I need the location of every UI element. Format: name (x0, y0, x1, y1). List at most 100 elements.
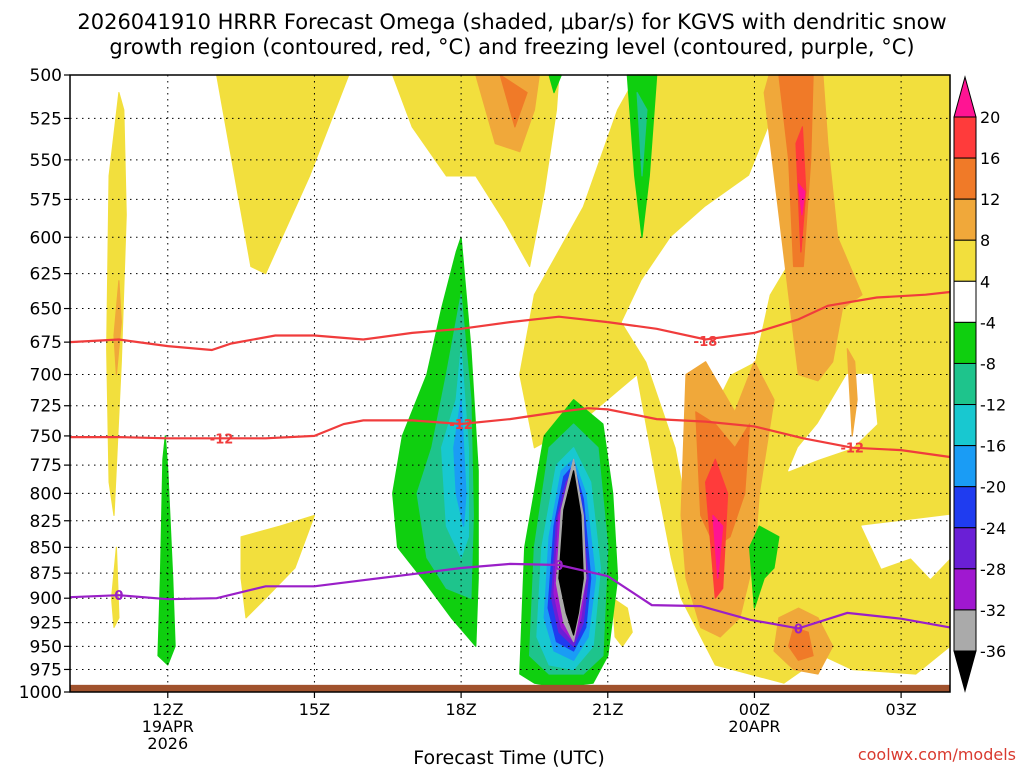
freezing-level-label: 0 (554, 559, 563, 574)
pressure-tick-label: 900 (30, 589, 62, 609)
chart-title-line-1: 2026041910 HRRR Forecast Omega (shaded, … (77, 10, 946, 34)
freezing-level-label: 0 (114, 589, 123, 604)
colorbar-segment (953, 404, 977, 447)
dgz-label-text: -18 (694, 335, 718, 350)
pressure-tick-label: 500 (30, 66, 62, 86)
chart-title-line-2: growth region (contoured, red, °C) and f… (109, 35, 914, 59)
omega-region-green-left-bar (157, 435, 176, 666)
pressure-axis: 500 525 550 575 600 625 650 675 700 725 750 775 800 8… (19, 66, 70, 703)
colorbar-label: 8 (980, 231, 990, 250)
credit-text: coolwx.com/models (858, 745, 1016, 764)
freezing-level-contour: 0 0 0 (69, 559, 951, 637)
time-tick-label: 00Z (739, 700, 770, 719)
dgz-label-text: -12 (449, 418, 473, 433)
omega-region-yellow-left-low (110, 546, 120, 629)
colorbar-segment (953, 527, 977, 570)
colorbar-segment (953, 280, 977, 323)
colorbar-segment (953, 157, 977, 200)
pressure-tick-label: 775 (30, 456, 62, 476)
freezing-level-label: 0 (794, 622, 803, 637)
time-tick-label: 21Z (592, 700, 623, 719)
colorbar-label: -4 (980, 313, 996, 332)
time-tick-label: 2026 (147, 734, 188, 753)
colorbar-segment (953, 445, 977, 488)
colorbar-label: -12 (980, 396, 1006, 415)
dgz-contours: -18 -12 -12 -12 (69, 290, 951, 459)
dgz-label-minus-12-label-18z: -12 (449, 418, 473, 433)
pressure-tick-label: 850 (30, 538, 62, 558)
pressure-tick-label: 875 (30, 564, 62, 584)
omega-region-green-low-right (748, 525, 780, 609)
omega-region-orange-right-small (846, 348, 858, 437)
dgz-line-minus-12-contour (70, 407, 951, 459)
plot-area: -18 -12 -12 -12 0 0 0 (69, 74, 951, 693)
colorbar-label: -8 (980, 354, 996, 373)
x-axis-title: Forecast Time (UTC) (413, 747, 604, 768)
colorbar-top-arrow (953, 75, 977, 118)
dgz-label-text: -12 (210, 432, 234, 447)
colorbar-segment (953, 116, 977, 159)
pressure-tick-label: 925 (30, 614, 62, 634)
pressure-tick-label: 825 (30, 512, 62, 532)
pressure-tick-label: 950 (30, 637, 62, 657)
colorbar-label: -32 (980, 601, 1006, 620)
omega-colorbar: 20 16 12 8 4 -4 -8 -12 -16 -20 -24 -28 -32 -36 (953, 75, 1006, 693)
pressure-tick-label: 600 (30, 228, 62, 248)
dgz-label-text: -12 (840, 442, 864, 457)
plot-frame (69, 74, 951, 693)
colorbar-segment (953, 321, 977, 364)
colorbar-label: -20 (980, 478, 1006, 497)
colorbar-segment (953, 568, 977, 611)
dgz-label-minus-12-contour: -12 (210, 432, 234, 447)
time-tick-label: 12Z (152, 700, 183, 719)
time-tick-label: 18Z (445, 700, 476, 719)
omega-region-pink-upper-right (797, 183, 806, 216)
colorbar-label: 20 (980, 108, 1000, 127)
omega-region-pink-mid-right (712, 514, 724, 579)
pressure-tick-label: 550 (30, 151, 62, 171)
colorbar-segment (953, 198, 977, 241)
pressure-tick-label: 700 (30, 366, 62, 386)
pressure-tick-label: 725 (30, 397, 62, 417)
pressure-tick-label: 1000 (19, 683, 62, 703)
pressure-tick-label: 975 (30, 660, 62, 680)
time-tick-label: 15Z (299, 700, 330, 719)
colorbar-label: 12 (980, 190, 1000, 209)
colorbar-label: -36 (980, 642, 1006, 661)
colorbar-label: -28 (980, 560, 1006, 579)
colorbar-segment (953, 239, 977, 282)
pressure-tick-label: 575 (30, 190, 62, 210)
pressure-tick-label: 625 (30, 265, 62, 285)
omega-region-blue-mid-18z (453, 399, 467, 527)
colorbar-bottom-arrow (953, 650, 977, 693)
pressure-tick-label: 675 (30, 333, 62, 353)
time-tick-label: 20APR (728, 717, 780, 736)
time-tick-label: 03Z (885, 700, 916, 719)
pressure-tick-label: 650 (30, 300, 62, 320)
colorbar-label: -24 (980, 519, 1006, 538)
time-tick-label: 19APR (142, 717, 194, 736)
omega-region-yellow-low-center (240, 514, 315, 619)
dgz-label-minus-12-label-right: -12 (840, 442, 864, 457)
omega-shading (106, 74, 951, 689)
colorbar-label: 16 (980, 149, 1000, 168)
omega-region-black-central (558, 470, 584, 636)
omega-region-teal-top-22z (636, 91, 648, 177)
colorbar-label: 4 (980, 272, 990, 291)
plot-grid (70, 75, 950, 692)
dgz-line-minus-18-contour (69, 290, 951, 352)
colorbar-label: -16 (980, 437, 1006, 456)
colorbar-segment (953, 609, 977, 652)
omega-region-orange-bottom-right-core (788, 626, 814, 661)
freezing-level-line (69, 562, 951, 630)
ground-terrain (70, 684, 950, 692)
dgz-label-minus-18-contour: -18 (694, 335, 718, 350)
pressure-tick-label: 750 (30, 427, 62, 447)
pressure-tick-label: 525 (30, 109, 62, 129)
omega-region-orange-core-top-19z (499, 74, 528, 128)
pressure-tick-label: 800 (30, 484, 62, 504)
colorbar-segment (953, 362, 977, 406)
colorbar-segment (953, 486, 977, 529)
